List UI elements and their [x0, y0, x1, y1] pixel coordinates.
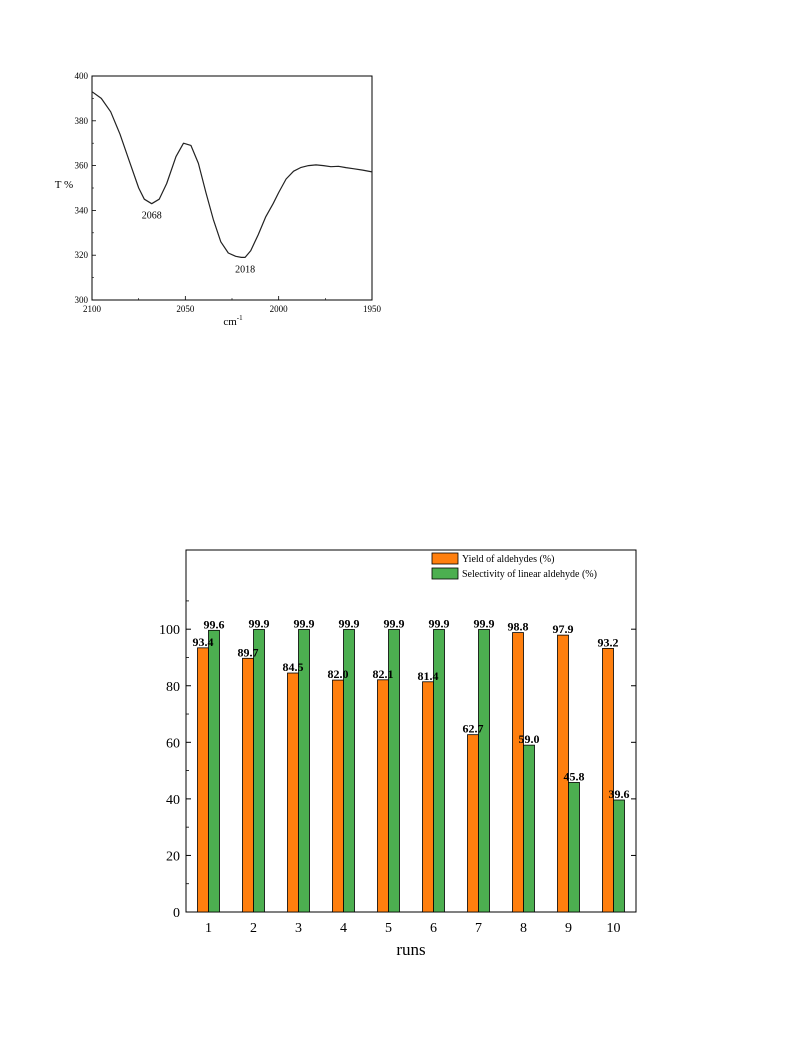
- yield-data-label: 82.0: [328, 667, 349, 681]
- bar-x-tick-label: 6: [430, 921, 437, 936]
- bar-x-tick-label: 1: [205, 921, 212, 936]
- yield-data-label: 98.8: [508, 620, 529, 634]
- selectivity-data-label: 59.0: [519, 732, 540, 746]
- ir-axis-ticks: 300 320 340 360 380 400 2100 2050 2000 1950: [75, 71, 382, 314]
- selectivity-data-label: 99.9: [249, 616, 270, 630]
- bar-x-tick-label: 2: [250, 921, 257, 936]
- bar-x-tick-label: 4: [340, 921, 347, 936]
- ir-y-tick-label: 360: [75, 161, 89, 171]
- bar-axis-ticks: 0 20 40 60 80 100 1 2 3 4 5 6 7 8 9 10: [159, 600, 636, 936]
- ir-spectrum-line: [91, 91, 373, 258]
- ir-y-tick-label: 400: [75, 71, 89, 81]
- ir-x-tick-label: 2100: [83, 304, 102, 314]
- ir-y-tick-label: 320: [75, 250, 89, 260]
- ir-y-axis-label: T %: [55, 179, 73, 191]
- yield-bar: [467, 734, 479, 913]
- legend-entry-label: Selectivity of linear aldehyde (%): [462, 569, 597, 580]
- bar-series: [197, 629, 625, 913]
- bar-x-tick-label: 3: [295, 921, 302, 936]
- selectivity-bar: [298, 629, 310, 913]
- yield-data-label: 81.4: [418, 669, 439, 683]
- yield-data-label: 93.2: [598, 635, 619, 649]
- yield-bar: [422, 681, 434, 913]
- ir-peak-label: 2018: [235, 264, 255, 275]
- ir-x-axis-label-superscript: -1: [237, 314, 243, 322]
- selectivity-bar: [433, 629, 445, 913]
- bar-x-tick-label: 10: [607, 921, 621, 936]
- ir-annotations: 2068 2018: [142, 211, 255, 276]
- ir-peak-label: 2068: [142, 211, 162, 222]
- ir-x-axis-label-base: cm: [223, 316, 237, 328]
- bar-x-tick-label: 5: [385, 921, 392, 936]
- ir-y-tick-label: 380: [75, 116, 89, 126]
- selectivity-data-label: 45.8: [564, 769, 585, 783]
- ir-x-axis-label: cm-1: [223, 314, 243, 328]
- legend-swatch: [431, 552, 459, 565]
- legend-entry-label: Yield of aldehydes (%): [462, 554, 554, 565]
- yield-data-label: 84.5: [283, 660, 304, 674]
- yield-data-label: 97.9: [553, 622, 574, 636]
- bar-data-labels: 93.4 89.7 84.5 82.0 82.1 81.4 62.7 98.8 97.9 93.2…: [193, 616, 630, 801]
- yield-data-label: 89.7: [238, 645, 259, 659]
- selectivity-data-label: 99.9: [429, 616, 450, 630]
- bar-x-axis-label: runs: [396, 940, 425, 959]
- bar-y-tick-label: 80: [166, 680, 180, 695]
- yield-bar: [512, 632, 524, 913]
- yield-data-label: 82.1: [373, 667, 394, 681]
- selectivity-data-label: 99.9: [294, 616, 315, 630]
- bar-x-tick-label: 8: [520, 921, 527, 936]
- bar-y-tick-label: 40: [166, 793, 180, 808]
- bar-y-tick-label: 20: [166, 849, 180, 864]
- yield-bar: [242, 657, 254, 913]
- bar-plot-frame: [185, 549, 637, 913]
- ir-plot-frame: [91, 75, 373, 301]
- ir-plot-border: [91, 75, 373, 301]
- yield-bar: [332, 679, 344, 913]
- yield-bar: [197, 647, 209, 913]
- bar-y-tick-label: 100: [159, 623, 180, 638]
- selectivity-bar: [523, 744, 535, 913]
- ir-x-tick-label: 2000: [270, 304, 289, 314]
- selectivity-data-label: 39.6: [609, 787, 630, 801]
- selectivity-data-label: 99.9: [384, 616, 405, 630]
- yield-bar: [377, 679, 389, 913]
- selectivity-bar: [208, 629, 220, 913]
- yield-data-label: 93.4: [193, 635, 214, 649]
- bar-x-tick-label: 9: [565, 921, 572, 936]
- selectivity-bar: [253, 629, 265, 913]
- legend-swatch: [431, 567, 459, 580]
- yield-data-label: 62.7: [463, 722, 484, 736]
- ir-x-tick-label: 1950: [363, 304, 382, 314]
- selectivity-bar: [478, 629, 490, 913]
- ir-series: [91, 91, 373, 258]
- ir-x-tick-label: 2050: [176, 304, 195, 314]
- yield-bar: [287, 672, 299, 913]
- selectivity-data-label: 99.9: [474, 616, 495, 630]
- selectivity-bar: [343, 629, 355, 913]
- selectivity-bar: [568, 782, 580, 913]
- ir-y-tick-label: 300: [75, 295, 89, 305]
- selectivity-data-label: 99.9: [339, 616, 360, 630]
- selectivity-bar: [388, 629, 400, 913]
- ir-y-tick-label: 340: [75, 205, 89, 215]
- bar-x-tick-label: 7: [475, 921, 482, 936]
- bar-y-tick-label: 60: [166, 736, 180, 751]
- bar-legend: Yield of aldehydes (%) Selectivity of lin…: [431, 552, 597, 580]
- selectivity-data-label: 99.6: [204, 617, 225, 631]
- bar-plot-border: [185, 549, 637, 913]
- yield-bar: [557, 634, 569, 913]
- bar-y-tick-label: 0: [173, 906, 180, 921]
- yield-bar: [602, 648, 614, 913]
- selectivity-bar: [613, 799, 625, 913]
